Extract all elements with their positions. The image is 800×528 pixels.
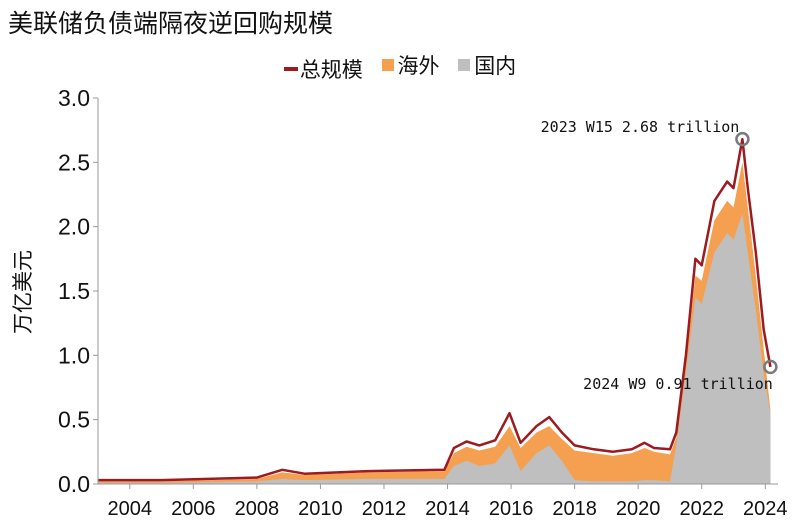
- legend-label-total: 总规模: [299, 58, 363, 82]
- x-tick-label: 2014: [425, 498, 470, 520]
- x-tick-label: 2008: [235, 498, 280, 520]
- legend-swatch-domestic: [458, 59, 471, 71]
- areas-layer: [98, 137, 772, 485]
- y-tick-label: 2.0: [58, 214, 90, 240]
- x-tick-label: 2022: [679, 498, 724, 520]
- legend-item-overseas: 海外: [381, 50, 440, 80]
- x-tick-label: 2012: [362, 498, 407, 520]
- peak-marker: [735, 131, 750, 147]
- peak-annotation: 2023 W15 2.68 trillion: [541, 118, 740, 136]
- y-tick-label: 2.5: [58, 149, 90, 175]
- x-tick-label: 2010: [298, 498, 343, 520]
- area-overseas: [98, 162, 771, 485]
- annotations-layer: 2023 W15 2.68 trillion 2024 W9 0.91 trill…: [541, 118, 778, 393]
- legend-swatch-overseas: [381, 59, 394, 71]
- legend-item-domestic: 国内: [458, 50, 516, 80]
- y-tick-label: 1.5: [58, 278, 90, 304]
- y-tick-label: 0.0: [58, 471, 90, 497]
- legend: 总规模 海外 国内: [0, 50, 800, 84]
- x-tick-label: 2018: [552, 498, 597, 520]
- axes-layer: 0.0 0.5 1.0 1.5 2.0 2.5 3.0 2004 2006 2008 2010 201…: [58, 85, 788, 520]
- x-tick-label: 2024: [743, 498, 788, 520]
- legend-label-domestic: 国内: [474, 54, 517, 78]
- x-tick-label: 2006: [171, 498, 216, 520]
- y-tick-label: 1.0: [58, 342, 90, 368]
- legend-label-overseas: 海外: [397, 54, 440, 78]
- x-tick-label: 2004: [108, 498, 153, 520]
- latest-annotation: 2024 W9 0.91 trillion: [583, 375, 773, 393]
- latest-marker: [763, 359, 778, 375]
- chart-title: 美联储负债端隔夜逆回购规模: [8, 9, 334, 38]
- y-tick-label: 3.0: [58, 85, 90, 111]
- legend-swatch-total: [283, 67, 298, 71]
- x-tick-label: 2016: [489, 498, 534, 520]
- y-tick-label: 0.5: [58, 407, 90, 433]
- x-tick-label: 2020: [616, 498, 661, 520]
- area-domestic: [98, 213, 771, 485]
- y-axis-label: 万亿美元: [11, 250, 35, 334]
- line-total: [98, 137, 772, 482]
- legend-item-total: 总规模: [283, 54, 363, 84]
